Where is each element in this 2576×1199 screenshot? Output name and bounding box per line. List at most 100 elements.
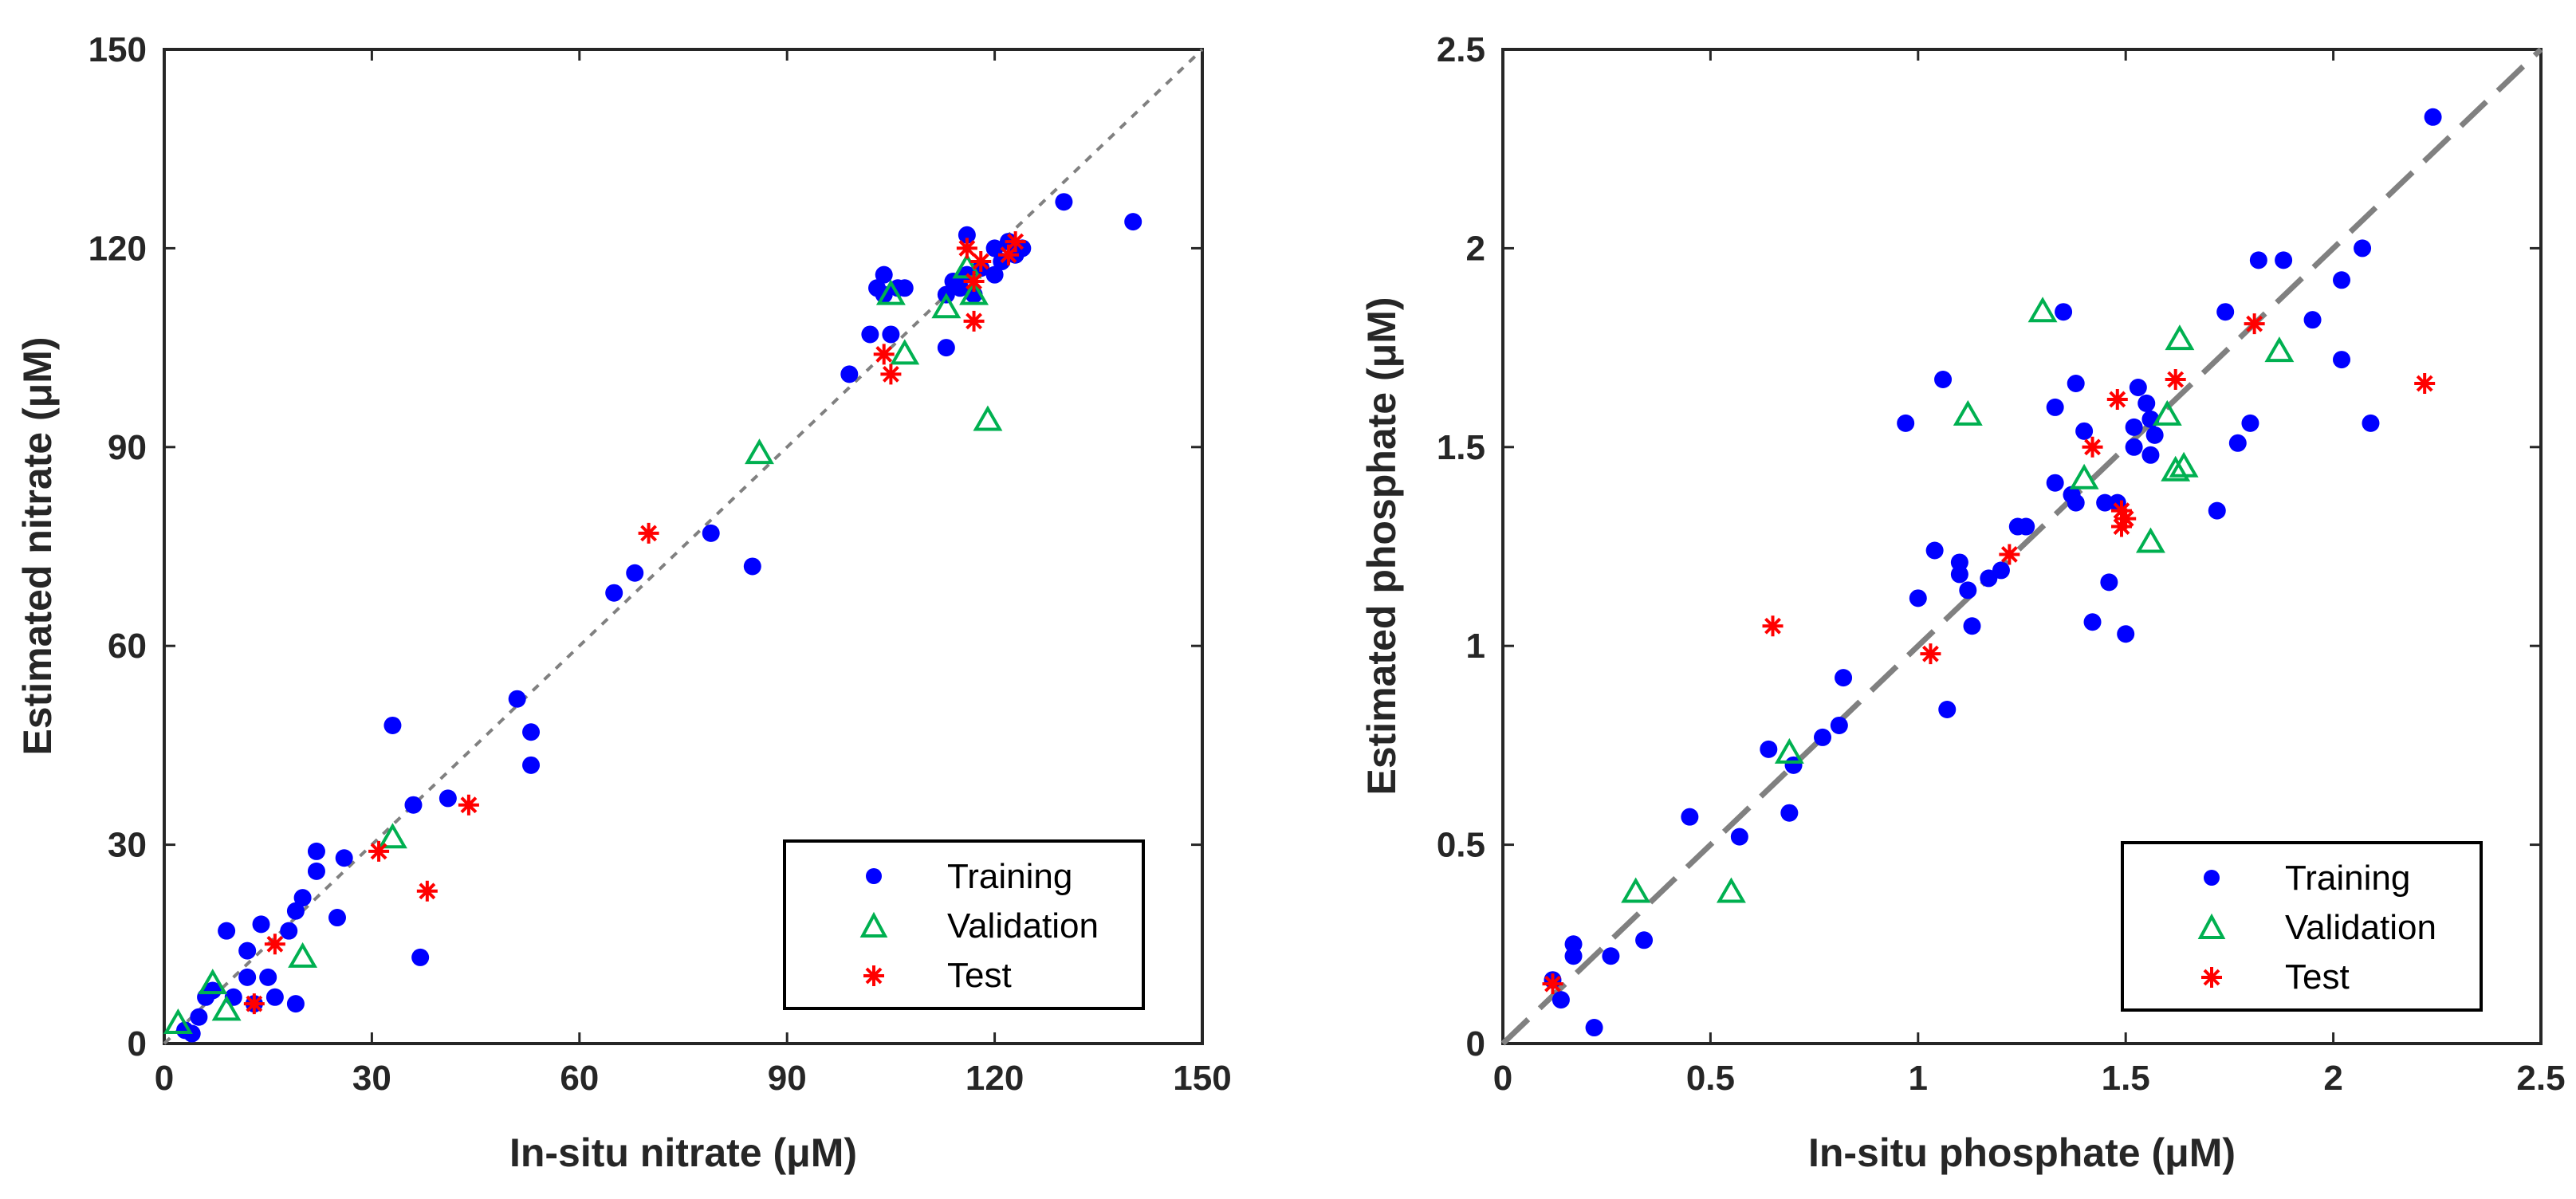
phosphate-x-tick-label: 2 [2323,1059,2342,1098]
nitrate-training-point [238,968,257,986]
phosphate-training-point [2275,251,2293,269]
nitrate-validation-point [163,1008,193,1035]
phosphate-legend: Training Validation Test [2121,841,2483,1012]
phosphate-training-point [1681,808,1699,826]
phosphate-chart: 0 0.5 1 1.5 2 2.5 0 0.5 1 1.5 2 2.5 In-situ phospha… [1359,30,2566,1175]
nitrate-test-point [963,270,985,292]
phosphate-training-point [1897,414,1915,432]
nitrate-chart: 0 30 60 90 120 150 0 30 60 90 120 150 In-situ nitra… [15,30,1232,1175]
nitrate-validation-point [959,279,989,305]
phosphate-training-point [2241,414,2259,432]
nitrate-training-point [238,942,257,960]
nitrate-test-point [963,310,985,332]
phosphate-y-tick-label: 1.5 [1437,428,1485,467]
nitrate-legend-training-label: Training [947,857,1072,896]
nitrate-test-point [1005,231,1026,253]
phosphate-training-point [2046,398,2064,416]
nitrate-training-point [1124,213,1142,231]
phosphate-test-point [2110,500,2132,521]
nitrate-validation-point [377,823,407,849]
phosphate-validation-point [1774,737,1804,764]
phosphate-training-point [2083,613,2102,631]
nitrate-training-point [605,584,623,602]
phosphate-training-point [1564,947,1583,965]
phosphate-training-point [2354,239,2372,257]
phosphate-training-point [2208,501,2226,520]
nitrate-training-point [293,889,312,907]
phosphate-validation-point [2152,399,2182,426]
nitrate-training-point [840,365,859,383]
nitrate-training-point [951,279,969,297]
nitrate-y-tick-label: 0 [128,1024,147,1063]
phosphate-training-point [1602,947,1620,965]
nitrate-y-tick-label: 90 [108,428,147,467]
nitrate-training-point [439,789,457,808]
phosphate-training-point [2137,394,2156,412]
phosphate-y-tick-label: 0 [1466,1024,1485,1063]
phosphate-validation-point [1716,877,1746,903]
nitrate-x-tick-label: 30 [352,1059,391,1098]
nitrate-training-point [404,796,423,814]
nitrate-validation-point [198,969,228,995]
nitrate-legend: Training Validation Test [783,839,1145,1010]
nitrate-training-point [307,862,325,880]
nitrate-test-point [638,522,659,544]
nitrate-identity-line [163,48,1204,1045]
nitrate-validation-point [211,995,242,1021]
nitrate-validation-point [288,942,318,968]
nitrate-training-point [252,915,270,934]
nitrate-plot-area [163,48,1204,1045]
phosphate-training-point [1909,589,1927,607]
nitrate-legend-test-marker [863,965,884,986]
nitrate-training-point [743,557,761,576]
nitrate-validation-point [973,405,1003,431]
nitrate-training-point [328,909,346,927]
phosphate-training-point [1730,828,1748,846]
phosphate-legend-test-label: Test [2285,957,2350,997]
nitrate-legend-box [783,839,1145,1010]
nitrate-test-point [416,880,438,902]
nitrate-data-points [163,193,1142,1043]
phosphate-validation-point [2027,297,2058,323]
nitrate-training-point [985,239,1004,257]
nitrate-y-axis-title: Estimated nitrate (μM) [15,336,60,755]
nitrate-training-point [958,226,976,244]
phosphate-training-point [2075,422,2094,440]
phosphate-training-point [2125,438,2143,456]
phosphate-training-point [1950,565,1968,584]
nitrate-training-point [508,690,526,708]
phosphate-y-tick-label: 2 [1466,229,1485,268]
phosphate-test-point [2414,372,2436,394]
nitrate-training-point [265,988,284,1006]
phosphate-y-tick-label: 2.5 [1437,30,1485,69]
phosphate-training-point [1760,740,1778,758]
nitrate-test-point [458,794,479,816]
nitrate-training-point [522,723,541,741]
nitrate-training-point [190,1008,208,1026]
phosphate-training-point [2228,434,2247,452]
phosphate-training-point [1934,371,1953,389]
nitrate-training-point [218,922,236,940]
nitrate-training-point [259,968,277,986]
nitrate-test-point [368,840,390,862]
nitrate-x-tick-label: 150 [1173,1059,1231,1098]
phosphate-validation-point [2264,336,2295,363]
phosphate-training-point [1835,669,1853,687]
phosphate-y-tick-label: 0.5 [1437,826,1485,865]
phosphate-training-point [2249,251,2267,269]
nitrate-training-point [937,339,955,357]
phosphate-y-tick-label: 1 [1466,627,1485,666]
phosphate-test-point [2165,369,2186,391]
phosphate-training-point [1925,541,1944,560]
phosphate-test-point [1542,973,1563,995]
phosphate-validation-point [2165,324,2195,351]
phosphate-training-point [2303,311,2322,329]
phosphate-legend-box [2121,841,2483,1012]
phosphate-data-points [1542,108,2442,1037]
phosphate-test-point [2244,313,2265,335]
nitrate-training-point [522,756,541,774]
phosphate-training-point [1938,701,1957,719]
phosphate-validation-point [2169,451,2199,478]
phosphate-training-point [2145,426,2164,444]
